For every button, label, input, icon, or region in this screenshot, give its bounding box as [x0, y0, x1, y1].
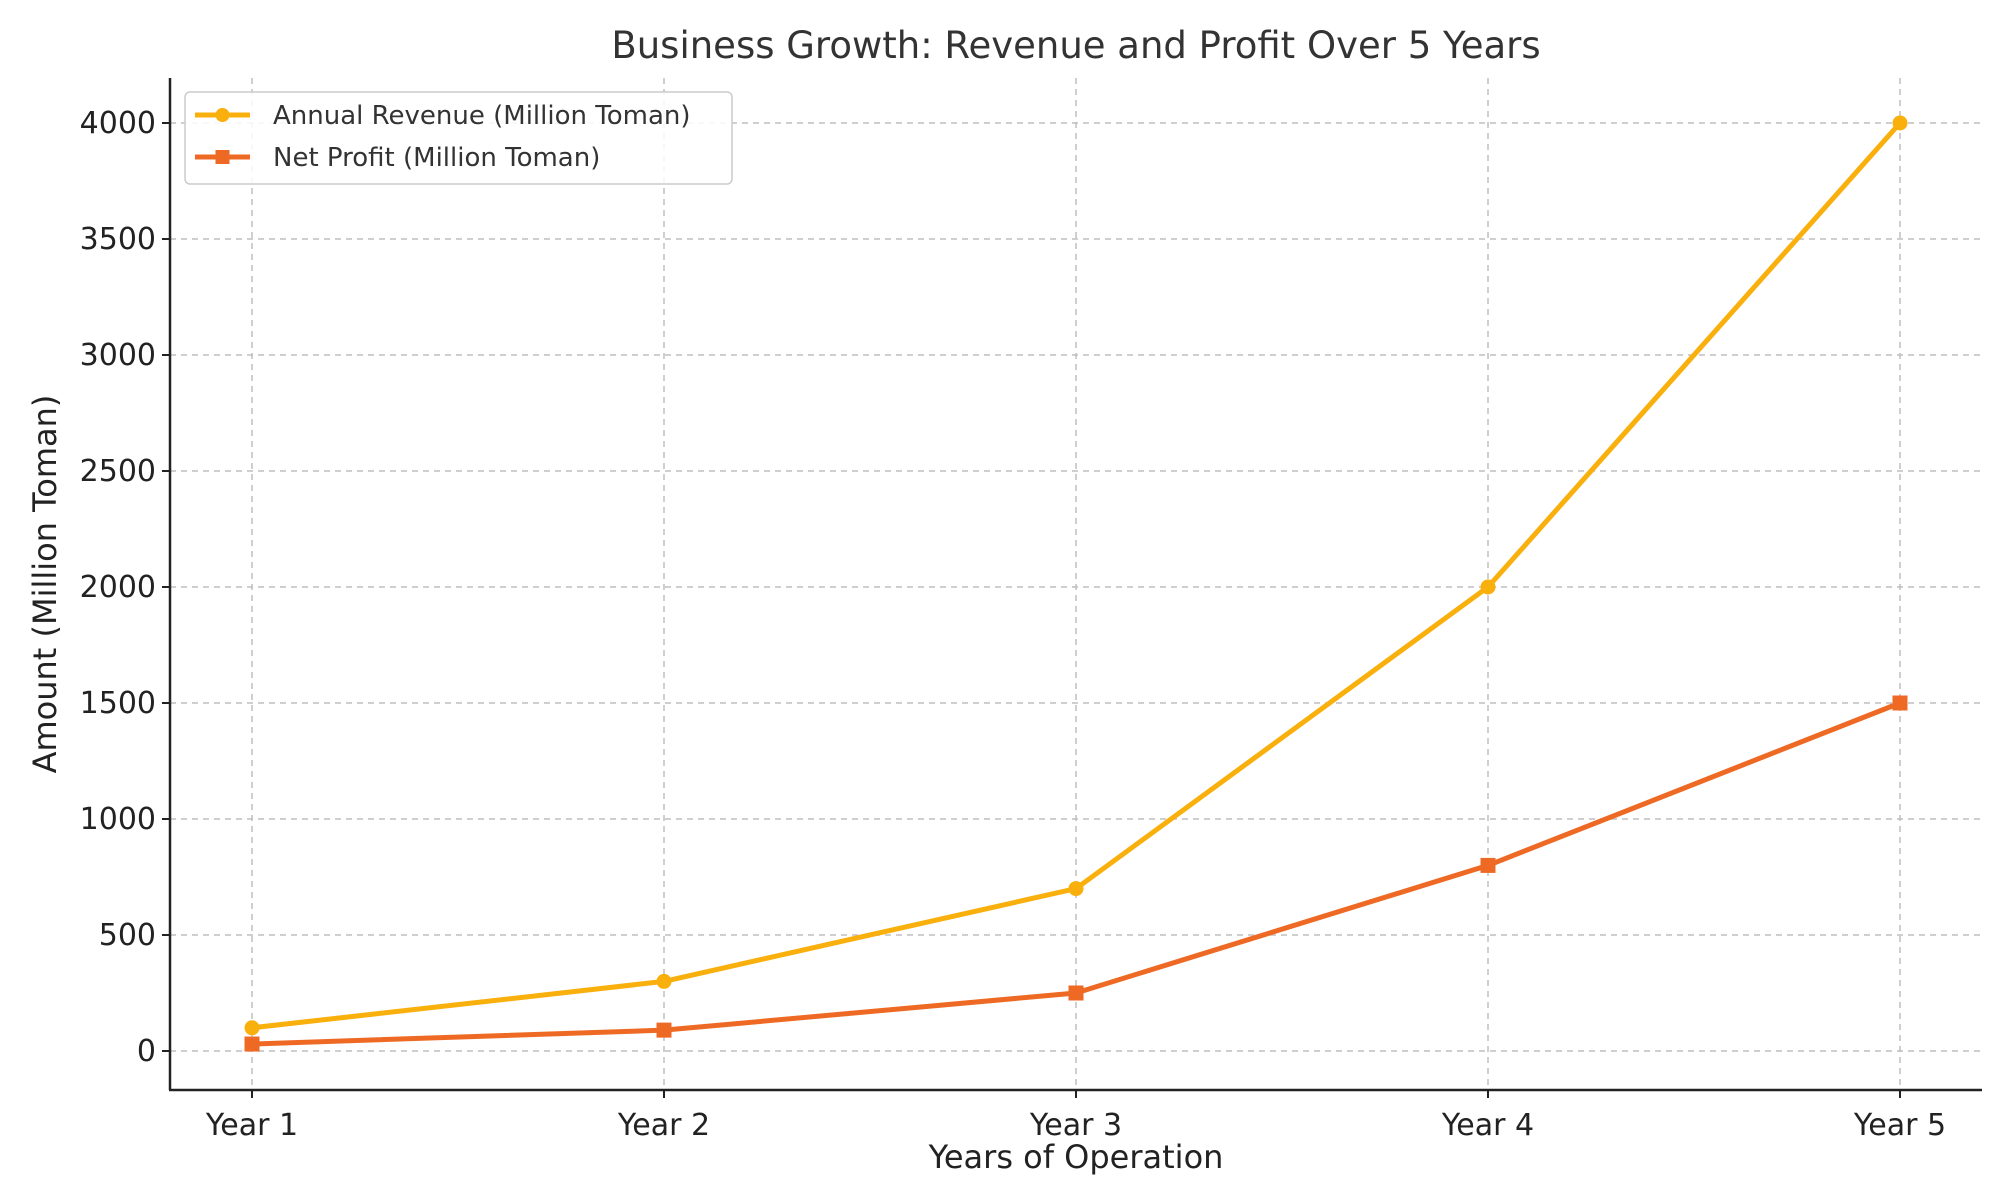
legend-box — [184, 91, 733, 185]
legend-label: Net Profit (Million Toman) — [273, 143, 600, 173]
data-point-circle — [244, 1020, 260, 1036]
legend: Annual Revenue (Million Toman) Net Profit… — [184, 91, 733, 185]
y-tick-label: 2000 — [80, 570, 156, 605]
data-point-circle — [1068, 881, 1084, 897]
data-point-square — [656, 1022, 672, 1038]
y-tick-label: 2500 — [80, 454, 156, 489]
y-tick-label: 1500 — [80, 686, 156, 721]
data-point-circle — [1480, 579, 1496, 595]
series-1 — [244, 115, 1908, 1036]
y-tick-label: 4000 — [80, 106, 156, 141]
legend-marker-square — [215, 150, 230, 164]
y-tick-label: 3000 — [80, 338, 156, 373]
data-point-square — [244, 1036, 260, 1052]
y-tick-label: 0 — [137, 1034, 156, 1069]
legend-label: Annual Revenue (Million Toman) — [273, 101, 691, 131]
legend-marker-circle — [215, 108, 230, 122]
x-tick-label: Year 1 — [205, 1108, 298, 1143]
y-tick-label: 3500 — [80, 222, 156, 257]
y-tick-label: 1000 — [80, 802, 156, 837]
data-point-square — [1480, 857, 1496, 873]
data-point-square — [1892, 695, 1908, 711]
x-tick-label: Year 4 — [1441, 1108, 1534, 1143]
x-tick-label: Year 5 — [1853, 1108, 1946, 1143]
x-tick-label: Year 2 — [617, 1108, 710, 1143]
grid — [170, 78, 1982, 1090]
x-axis-title: Years of Operation — [928, 1138, 1224, 1176]
tick-labels: 0 500 1000 1500 2000 2500 3000 3500 4000 Year 1 Ye… — [80, 106, 1946, 1143]
data-point-circle — [1892, 115, 1908, 131]
legend-entry: Annual Revenue (Million Toman) — [195, 101, 691, 131]
x-tick-label: Year 3 — [1029, 1108, 1122, 1143]
series-2 — [244, 695, 1908, 1052]
y-axis-title: Amount (Million Toman) — [26, 395, 64, 774]
chart-title: Business Growth: Revenue and Profit Over… — [611, 24, 1540, 67]
data-point-circle — [656, 973, 672, 989]
data-point-square — [1068, 985, 1084, 1001]
legend-entry: Net Profit (Million Toman) — [195, 143, 600, 173]
y-tick-label: 500 — [99, 918, 156, 953]
series — [244, 115, 1908, 1052]
